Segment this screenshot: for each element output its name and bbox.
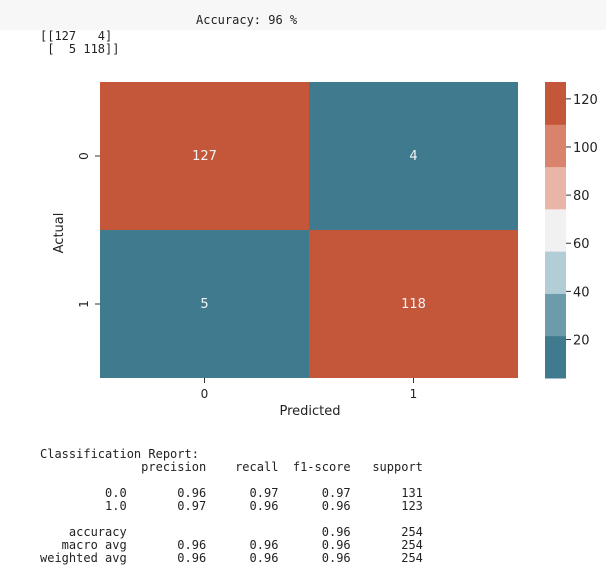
colorbar-band (545, 335, 566, 379)
colorbar-tick-label: 60 (573, 237, 590, 252)
top-bar (0, 0, 606, 30)
colorbar-band (545, 251, 566, 294)
colorbar-tick-label: 80 (573, 189, 590, 204)
confusion-matrix-line-1: [[127 4] (40, 29, 113, 43)
report-title: Classification Report: (40, 447, 199, 461)
report-row: macro avg 0.96 0.96 0.96 254 (40, 538, 423, 552)
heatmap-cell-1-0 (100, 230, 309, 378)
heatmap-cell-1-1 (309, 230, 518, 378)
cell-value-label: 118 (401, 297, 426, 312)
colorbar-band (545, 208, 566, 252)
colorbar-band (545, 124, 566, 168)
colorbar: 120 100 80 60 40 20 (545, 82, 598, 379)
report-header: precision recall f1-score support (40, 460, 423, 474)
cell-value-label: 5 (200, 297, 208, 312)
report-row: accuracy 0.96 254 (40, 525, 423, 539)
y-axis-ticks: 01 (77, 152, 100, 308)
colorbar-tick-label: 100 (573, 141, 598, 156)
report-row: 1.0 0.97 0.96 0.96 123 (40, 499, 423, 513)
heatmap-cell-0-1 (309, 82, 518, 230)
classification-report: Classification Report: precision recall … (40, 448, 423, 565)
report-row: 0.0 0.96 0.97 0.97 131 (40, 486, 423, 500)
colorbar-tick-label: 20 (573, 333, 590, 348)
report-row: weighted avg 0.96 0.96 0.96 254 (40, 551, 423, 565)
heatmap-cells: 127 4 5 118 (100, 82, 518, 378)
colorbar-tick-label: 40 (573, 285, 590, 300)
y-axis-label: Actual (52, 213, 67, 254)
colorbar-band (545, 166, 566, 210)
x-tick-label: 0 (201, 387, 209, 401)
accuracy-text: Accuracy: 96 % (196, 13, 298, 27)
colorbar-tick-label: 120 (573, 93, 598, 108)
colorbar-band (545, 82, 566, 125)
report-lines: 0.0 0.96 0.97 0.97 131 1.0 0.97 0.96 0.9… (40, 474, 423, 565)
colorbar-band (545, 293, 566, 337)
cell-value-label: 127 (192, 149, 217, 164)
cell-value-label: 4 (409, 149, 417, 164)
x-tick-label: 1 (410, 387, 418, 401)
confusion-matrix-line-2: [ 5 118]] (40, 42, 120, 56)
y-tick-label: 0 (77, 152, 91, 160)
x-axis-label: Predicted (279, 404, 340, 419)
y-tick-label: 1 (77, 300, 91, 308)
heatmap-cell-0-0 (100, 82, 309, 230)
